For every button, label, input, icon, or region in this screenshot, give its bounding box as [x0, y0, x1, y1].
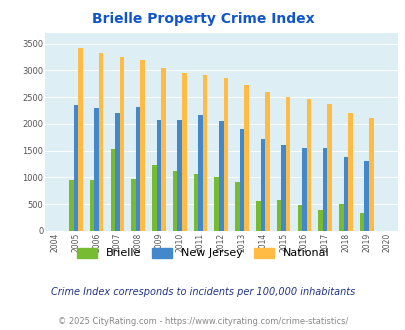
Bar — [244, 85, 248, 231]
Bar — [338, 204, 343, 231]
Text: © 2025 CityRating.com - https://www.cityrating.com/crime-statistics/: © 2025 CityRating.com - https://www.city… — [58, 317, 347, 326]
Text: Brielle Property Crime Index: Brielle Property Crime Index — [92, 12, 313, 25]
Bar — [260, 140, 264, 231]
Bar — [90, 180, 94, 231]
Bar — [318, 210, 322, 231]
Bar — [94, 108, 99, 231]
Bar — [239, 129, 244, 231]
Bar — [156, 120, 161, 231]
Bar — [306, 99, 311, 231]
Bar — [69, 180, 73, 231]
Bar — [173, 171, 177, 231]
Bar — [301, 148, 306, 231]
Bar — [202, 75, 207, 231]
Bar — [140, 60, 145, 231]
Bar — [364, 161, 368, 231]
Bar — [322, 148, 327, 231]
Bar — [78, 48, 83, 231]
Bar — [255, 201, 260, 231]
Bar — [119, 56, 124, 231]
Bar — [281, 145, 285, 231]
Bar — [73, 105, 78, 231]
Bar — [297, 205, 301, 231]
Bar — [223, 78, 228, 231]
Bar — [214, 177, 218, 231]
Bar — [264, 92, 269, 231]
Bar — [327, 104, 331, 231]
Bar — [347, 113, 352, 231]
Bar — [276, 201, 281, 231]
Bar — [198, 115, 202, 231]
Bar — [177, 120, 181, 231]
Bar — [99, 53, 103, 231]
Bar — [181, 73, 186, 231]
Bar — [136, 107, 140, 231]
Bar — [368, 118, 373, 231]
Bar — [285, 97, 290, 231]
Text: Crime Index corresponds to incidents per 100,000 inhabitants: Crime Index corresponds to incidents per… — [51, 287, 354, 297]
Bar — [359, 213, 364, 231]
Bar — [152, 165, 156, 231]
Bar — [110, 148, 115, 231]
Bar — [131, 179, 136, 231]
Legend: Brielle, New Jersey, National: Brielle, New Jersey, National — [72, 243, 333, 263]
Bar — [343, 157, 347, 231]
Bar — [161, 68, 165, 231]
Bar — [115, 113, 119, 231]
Bar — [234, 182, 239, 231]
Bar — [218, 121, 223, 231]
Bar — [193, 174, 198, 231]
